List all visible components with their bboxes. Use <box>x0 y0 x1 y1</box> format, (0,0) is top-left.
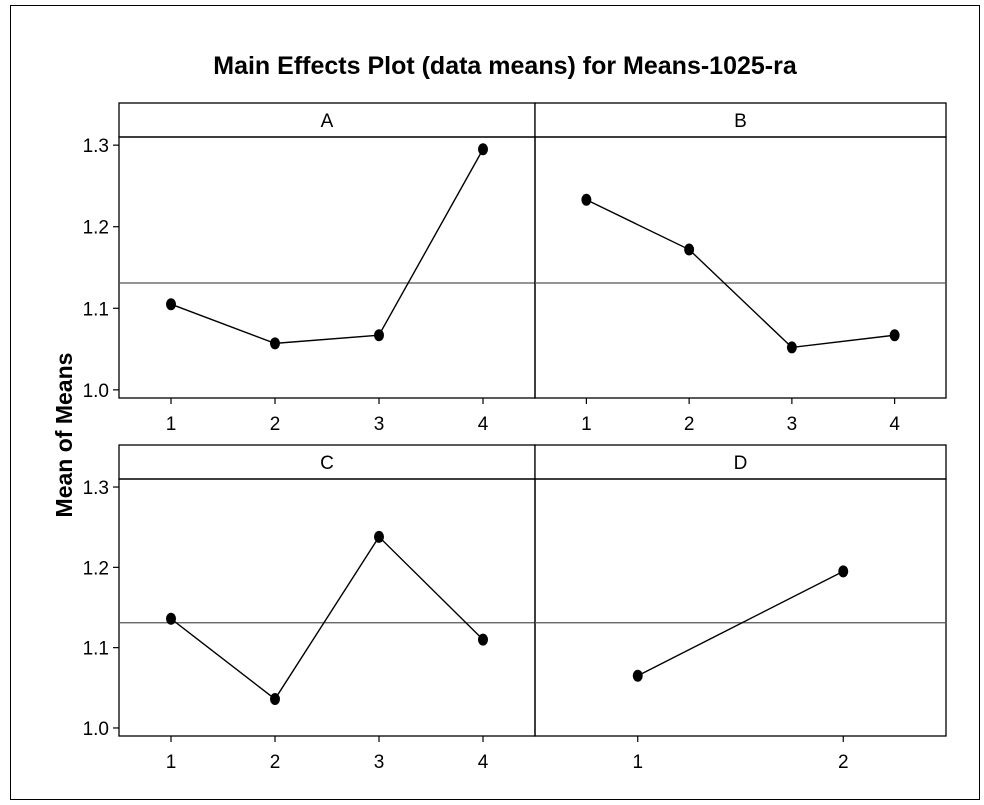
x-tick-label: 2 <box>270 752 281 773</box>
x-tick-label: 3 <box>374 752 385 773</box>
y-tick-label: 1.1 <box>83 299 109 320</box>
x-tick-label: 4 <box>889 414 900 435</box>
y-tick-label: 1.3 <box>83 478 109 499</box>
series-line <box>170 535 484 701</box>
x-tick-label: 3 <box>374 414 385 435</box>
y-tick-label: 1.0 <box>83 381 109 402</box>
panel-plot-area <box>118 136 536 399</box>
panel-c: C 1.0 1.1 1.2 1.3 1 2 3 4 <box>83 444 536 773</box>
panels-layer: A 1.0 1.1 1.2 1.3 1 2 3 4 B 1 2 3 4 C 1.0 1.1 1.2 1.3 1 2 3 4 D… <box>83 102 947 773</box>
chart-title: Main Effects Plot (data means) for Means… <box>213 52 798 80</box>
panel-label: C <box>320 453 334 474</box>
panel-label: A <box>321 111 334 132</box>
series-line <box>637 570 844 677</box>
data-point <box>838 565 849 578</box>
x-tick-label: 3 <box>787 414 798 435</box>
panel-plot-area <box>534 478 947 737</box>
panel-d: D 1 2 <box>534 444 947 773</box>
panel-plot-area <box>534 136 947 399</box>
data-point <box>889 329 900 342</box>
y-tick-label: 1.3 <box>83 136 109 157</box>
data-point <box>270 693 280 706</box>
y-tick-label: 1.2 <box>83 558 109 579</box>
x-tick-label: 1 <box>581 414 592 435</box>
panel-a: A 1.0 1.1 1.2 1.3 1 2 3 4 <box>83 102 536 435</box>
panel-b: B 1 2 3 4 <box>534 102 947 435</box>
y-tick-label: 1.2 <box>83 218 109 239</box>
y-tick-label: 1.0 <box>83 719 109 740</box>
x-tick-label: 4 <box>478 414 489 435</box>
data-point <box>632 669 643 682</box>
x-tick-label: 1 <box>166 752 177 773</box>
data-point <box>478 143 488 156</box>
data-point <box>581 193 592 206</box>
x-tick-label: 2 <box>270 414 281 435</box>
x-tick-label: 1 <box>632 752 643 773</box>
data-point <box>684 243 695 256</box>
x-tick-label: 2 <box>684 414 695 435</box>
y-axis-label: Mean of Means <box>51 353 77 518</box>
data-point <box>374 530 384 543</box>
panel-strip <box>118 102 536 138</box>
panel-plot-area <box>118 478 536 737</box>
data-point <box>374 329 384 342</box>
series-line <box>586 199 895 349</box>
series-line <box>170 148 484 345</box>
panel-label: B <box>734 111 747 132</box>
data-point <box>166 612 176 625</box>
x-tick-label: 1 <box>166 414 177 435</box>
data-point <box>478 633 488 646</box>
x-tick-label: 4 <box>478 752 489 773</box>
y-tick-label: 1.1 <box>83 639 109 660</box>
x-tick-label: 2 <box>838 752 849 773</box>
data-point <box>270 337 280 350</box>
data-point <box>166 298 176 311</box>
data-point <box>786 341 797 354</box>
panel-label: D <box>734 453 748 474</box>
